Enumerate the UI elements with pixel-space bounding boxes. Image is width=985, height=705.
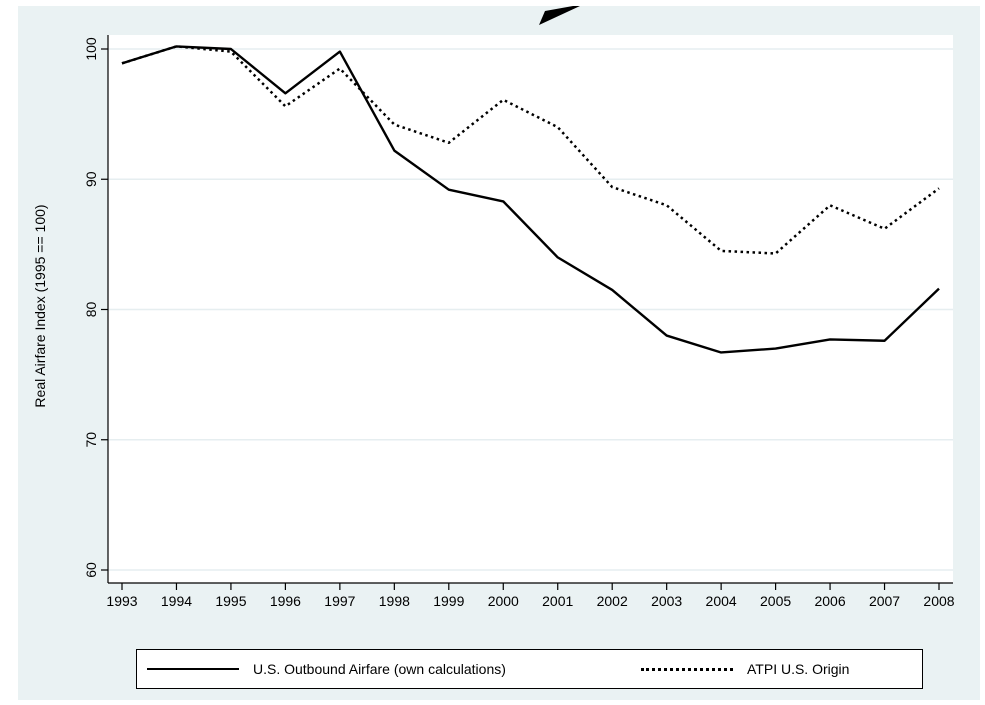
x-tick-label-2003: 2003 [651,593,682,609]
series-line-1 [121,45,940,354]
legend-solid-swatch [147,668,239,670]
x-tick-label-2006: 2006 [814,593,845,609]
series-line-2 [121,45,940,255]
y-tick-label-60: 60 [83,562,99,578]
chart-legend: U.S. Outbound Airfare (own calculations)… [136,649,923,689]
legend-dotted-swatch [641,667,733,671]
legend-label-series-2: ATPI U.S. Origin [747,661,850,677]
x-tick-label-2002: 2002 [597,593,628,609]
x-tick-label-1998: 1998 [379,593,410,609]
x-tick-label-1996: 1996 [270,593,301,609]
x-tick-label-1999: 1999 [433,593,464,609]
y-axis-title: Real Airfare Index (1995 == 100) [32,204,48,407]
legend-item-series-1: U.S. Outbound Airfare (own calculations) [147,650,506,688]
x-tick-label-2004: 2004 [706,593,737,609]
x-tick-label-2001: 2001 [542,593,573,609]
chart-figure: 60 70 80 90 100 1993 1994 1995 1996 1997 1998 1999 2… [18,6,980,700]
cursor-arrow-icon [539,6,580,25]
y-tick-label-70: 70 [83,432,99,448]
y-tick-label-80: 80 [83,302,99,318]
x-tick-label-2005: 2005 [760,593,791,609]
x-tick-label-2000: 2000 [488,593,519,609]
x-tick-label-1993: 1993 [106,593,137,609]
legend-label-series-1: U.S. Outbound Airfare (own calculations) [253,661,506,677]
y-tick-label-90: 90 [83,171,99,187]
x-tick-label-1995: 1995 [215,593,246,609]
x-tick-label-2008: 2008 [923,593,954,609]
x-tick-label-1994: 1994 [161,593,192,609]
legend-item-series-2: ATPI U.S. Origin [641,650,849,688]
x-tick-label-1997: 1997 [324,593,355,609]
line-chart: 60 70 80 90 100 1993 1994 1995 1996 1997 1998 1999 2… [32,35,955,609]
x-tick-label-2007: 2007 [869,593,900,609]
y-tick-label-100: 100 [83,37,99,61]
